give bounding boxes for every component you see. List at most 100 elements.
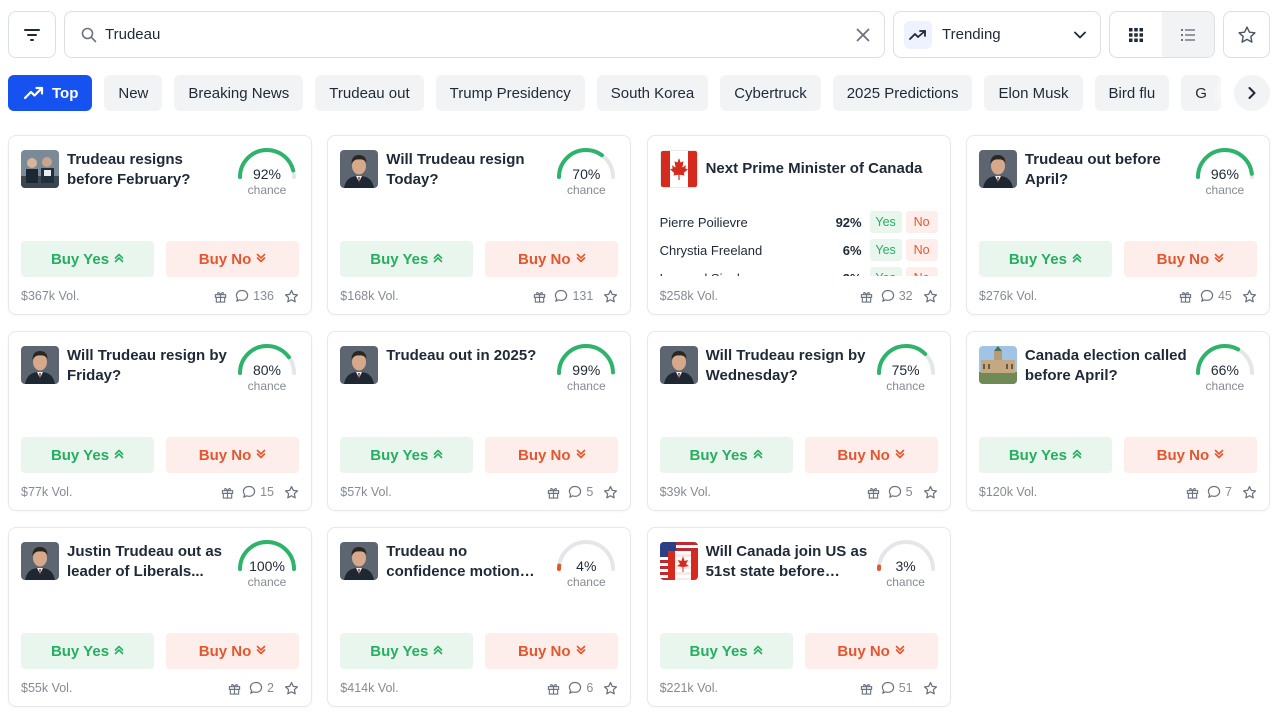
market-title[interactable]: Will Canada join US as 51st state before… <box>705 543 868 580</box>
grid-view-button[interactable] <box>1110 12 1162 57</box>
gift-icon[interactable] <box>228 682 241 695</box>
tag-breaking-news[interactable]: Breaking News <box>174 75 304 111</box>
market-title[interactable]: Trudeau out before April? <box>1024 151 1161 188</box>
market-card[interactable]: Will Trudeau resign by Friday? 80% chance B… <box>8 331 312 511</box>
comments-count[interactable]: 32 <box>881 289 913 303</box>
tag-trudeau-out[interactable]: Trudeau out <box>315 75 424 111</box>
outcome-no-button[interactable]: No <box>905 211 938 233</box>
comments-count[interactable]: 136 <box>235 289 274 303</box>
market-title[interactable]: Will Trudeau resign by Friday? <box>67 347 227 384</box>
comments-count[interactable]: 131 <box>554 289 593 303</box>
comments-count[interactable]: 6 <box>568 681 593 695</box>
buy-no-button[interactable]: Buy No <box>804 437 938 473</box>
star-icon[interactable] <box>603 289 618 304</box>
market-card[interactable]: Trudeau out in 2025? 99% chance Buy Yes Buy … <box>327 331 632 511</box>
market-title[interactable]: Trudeau out in 2025? <box>386 347 537 364</box>
buy-no-button[interactable]: Buy No <box>804 633 938 669</box>
filter-button[interactable] <box>8 11 56 58</box>
comments-count[interactable]: 7 <box>1207 485 1232 499</box>
comments-count[interactable]: 51 <box>881 681 913 695</box>
star-icon[interactable] <box>603 485 618 500</box>
outcome-yes-button[interactable]: Yes <box>869 267 902 276</box>
buy-yes-button[interactable]: Buy Yes <box>21 241 154 277</box>
market-card[interactable]: Next Prime Minister of Canada Pierre Poil… <box>646 135 951 315</box>
comments-count[interactable]: 5 <box>888 485 913 499</box>
market-title[interactable]: Will Trudeau resign Today? <box>386 151 525 188</box>
star-icon[interactable] <box>1242 485 1257 500</box>
outcome-no-button[interactable]: No <box>905 267 938 276</box>
gift-icon[interactable] <box>221 486 234 499</box>
market-card[interactable]: Trudeau no confidence motion passes befo… <box>327 527 632 707</box>
buy-yes-button[interactable]: Buy Yes <box>340 241 474 277</box>
star-icon[interactable] <box>284 681 299 696</box>
buy-yes-button[interactable]: Buy Yes <box>659 633 793 669</box>
clear-search-icon[interactable] <box>856 28 870 42</box>
tag-2025-predictions[interactable]: 2025 Predictions <box>832 75 973 111</box>
buy-yes-button[interactable]: Buy Yes <box>21 437 154 473</box>
market-card[interactable]: Trudeau out before April? 96% chance Buy Ye… <box>965 135 1270 315</box>
market-title[interactable]: Justin Trudeau out as leader of Liberals… <box>67 543 223 580</box>
buy-no-button[interactable]: Buy No <box>485 633 619 669</box>
star-icon[interactable] <box>923 681 938 696</box>
comments-count[interactable]: 45 <box>1200 289 1232 303</box>
gift-icon[interactable] <box>547 486 560 499</box>
market-card[interactable]: Will Trudeau resign by Wednesday? 75% chan… <box>646 331 951 511</box>
star-icon[interactable] <box>1242 289 1257 304</box>
market-title[interactable]: Canada election called before April? <box>1024 347 1187 384</box>
search-input[interactable] <box>105 26 856 43</box>
favorites-button[interactable] <box>1223 11 1270 58</box>
tags-next-button[interactable] <box>1234 75 1270 111</box>
market-card[interactable]: Trudeau resigns before February? 92% chanc… <box>8 135 312 315</box>
outcome-yes-button[interactable]: Yes <box>869 211 902 233</box>
tag-elon-musk[interactable]: Elon Musk <box>984 75 1083 111</box>
outcome-yes-button[interactable]: Yes <box>869 239 902 261</box>
sort-dropdown[interactable]: Trending <box>893 11 1101 58</box>
comments-count[interactable]: 15 <box>242 485 274 499</box>
buy-yes-button[interactable]: Buy Yes <box>659 437 793 473</box>
gift-icon[interactable] <box>1186 486 1199 499</box>
tag-new[interactable]: New <box>104 75 163 111</box>
comments-count[interactable]: 5 <box>568 485 593 499</box>
comments-count[interactable]: 2 <box>249 681 274 695</box>
market-card[interactable]: Will Canada join US as 51st state before… <box>646 527 951 707</box>
buy-no-button[interactable]: Buy No <box>1123 241 1257 277</box>
market-title[interactable]: Will Trudeau resign by Wednesday? <box>705 347 866 384</box>
tag-cybertruck[interactable]: Cybertruck <box>720 75 821 111</box>
list-view-button[interactable] <box>1162 12 1214 57</box>
tag-trump-presidency[interactable]: Trump Presidency <box>435 75 585 111</box>
buy-yes-button[interactable]: Buy Yes <box>978 437 1112 473</box>
buy-no-button[interactable]: Buy No <box>166 633 299 669</box>
tag-top[interactable]: Top <box>8 75 93 111</box>
gift-icon[interactable] <box>867 486 880 499</box>
buy-yes-button[interactable]: Buy Yes <box>978 241 1112 277</box>
gift-icon[interactable] <box>860 290 873 303</box>
gift-icon[interactable] <box>533 290 546 303</box>
market-card[interactable]: Justin Trudeau out as leader of Liberals… <box>8 527 312 707</box>
star-icon[interactable] <box>284 289 299 304</box>
gift-icon[interactable] <box>860 682 873 695</box>
market-title[interactable]: Next Prime Minister of Canada <box>705 160 923 177</box>
market-title[interactable]: Trudeau resigns before February? <box>67 151 191 188</box>
buy-no-button[interactable]: Buy No <box>485 437 619 473</box>
star-icon[interactable] <box>603 681 618 696</box>
buy-yes-button[interactable]: Buy Yes <box>340 633 474 669</box>
buy-yes-button[interactable]: Buy Yes <box>340 437 474 473</box>
gift-icon[interactable] <box>1179 290 1192 303</box>
buy-no-button[interactable]: Buy No <box>485 241 619 277</box>
buy-no-button[interactable]: Buy No <box>166 241 299 277</box>
market-card[interactable]: Will Trudeau resign Today? 70% chance Buy Y… <box>327 135 632 315</box>
tag-bird-flu[interactable]: Bird flu <box>1094 75 1170 111</box>
market-card[interactable]: Canada election called before April? 66% c… <box>965 331 1270 511</box>
star-icon[interactable] <box>284 485 299 500</box>
buy-no-button[interactable]: Buy No <box>1123 437 1257 473</box>
buy-yes-button[interactable]: Buy Yes <box>21 633 154 669</box>
tag-g[interactable]: G <box>1181 75 1221 111</box>
star-icon[interactable] <box>923 289 938 304</box>
star-icon[interactable] <box>923 485 938 500</box>
outcome-no-button[interactable]: No <box>905 239 938 261</box>
gift-icon[interactable] <box>547 682 560 695</box>
buy-no-button[interactable]: Buy No <box>166 437 299 473</box>
tag-south-korea[interactable]: South Korea <box>596 75 709 111</box>
gift-icon[interactable] <box>214 290 227 303</box>
market-title[interactable]: Trudeau no confidence motion passes befo… <box>386 543 520 580</box>
